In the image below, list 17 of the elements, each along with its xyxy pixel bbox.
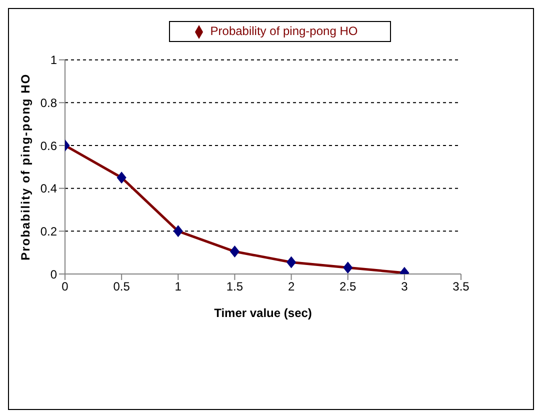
x-tick-label: 1 — [174, 280, 182, 294]
x-tick-label: 2 — [288, 280, 295, 294]
x-tick-label: 3 — [401, 280, 408, 294]
x-axis-title: Timer value (sec) — [214, 306, 312, 320]
x-tick-label: 0 — [62, 280, 69, 294]
y-tick-label: 0 — [50, 267, 58, 282]
x-tick-label: 1.5 — [226, 280, 244, 294]
y-tick-label: 0.4 — [40, 182, 58, 196]
x-tick-label: 0.5 — [113, 280, 130, 294]
y-tick-label: 1 — [50, 53, 58, 68]
y-tick-label: 0.6 — [40, 138, 58, 153]
y-tick-label: 0.8 — [40, 96, 58, 110]
y-tick-label: 0.2 — [40, 224, 58, 238]
x-tick-label: 3.5 — [452, 280, 470, 294]
y-axis-title: Probability of ping-pong HO — [18, 73, 32, 260]
x-tick-label: 2.5 — [340, 280, 357, 294]
legend-label: Probability of ping-pong HO — [210, 24, 358, 38]
